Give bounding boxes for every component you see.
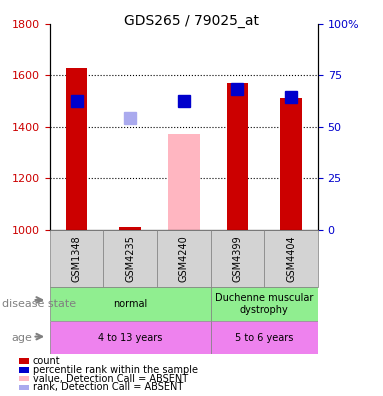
Bar (168, 134, 200, 230)
Text: normal: normal (113, 299, 147, 309)
Bar (66, 67, 87, 230)
Text: disease state: disease state (2, 299, 76, 309)
Text: 4 to 13 years: 4 to 13 years (98, 333, 162, 343)
Text: GSM4404: GSM4404 (286, 235, 296, 282)
Text: rank, Detection Call = ABSENT: rank, Detection Call = ABSENT (33, 382, 183, 392)
FancyBboxPatch shape (103, 230, 157, 287)
FancyBboxPatch shape (50, 230, 103, 287)
Text: GSM1348: GSM1348 (72, 235, 82, 282)
Bar (211, 287, 318, 321)
Text: percentile rank within the sample: percentile rank within the sample (33, 365, 198, 375)
Text: 5 to 6 years: 5 to 6 years (235, 333, 293, 343)
Text: age: age (11, 333, 33, 343)
Bar (227, 83, 248, 230)
Bar (211, 321, 318, 354)
FancyBboxPatch shape (211, 230, 264, 287)
Bar (50, 321, 211, 354)
Text: GSM4235: GSM4235 (125, 235, 135, 282)
Text: Duchenne muscular
dystrophy: Duchenne muscular dystrophy (215, 293, 313, 315)
FancyBboxPatch shape (264, 230, 318, 287)
FancyBboxPatch shape (157, 230, 211, 287)
Bar (280, 99, 302, 230)
Bar (50, 287, 211, 321)
Text: GDS265 / 79025_at: GDS265 / 79025_at (124, 14, 259, 28)
Text: GSM4240: GSM4240 (179, 235, 189, 282)
Text: value, Detection Call = ABSENT: value, Detection Call = ABSENT (33, 373, 188, 384)
Text: count: count (33, 356, 60, 366)
Bar (119, 227, 141, 230)
Text: GSM4399: GSM4399 (232, 235, 242, 282)
